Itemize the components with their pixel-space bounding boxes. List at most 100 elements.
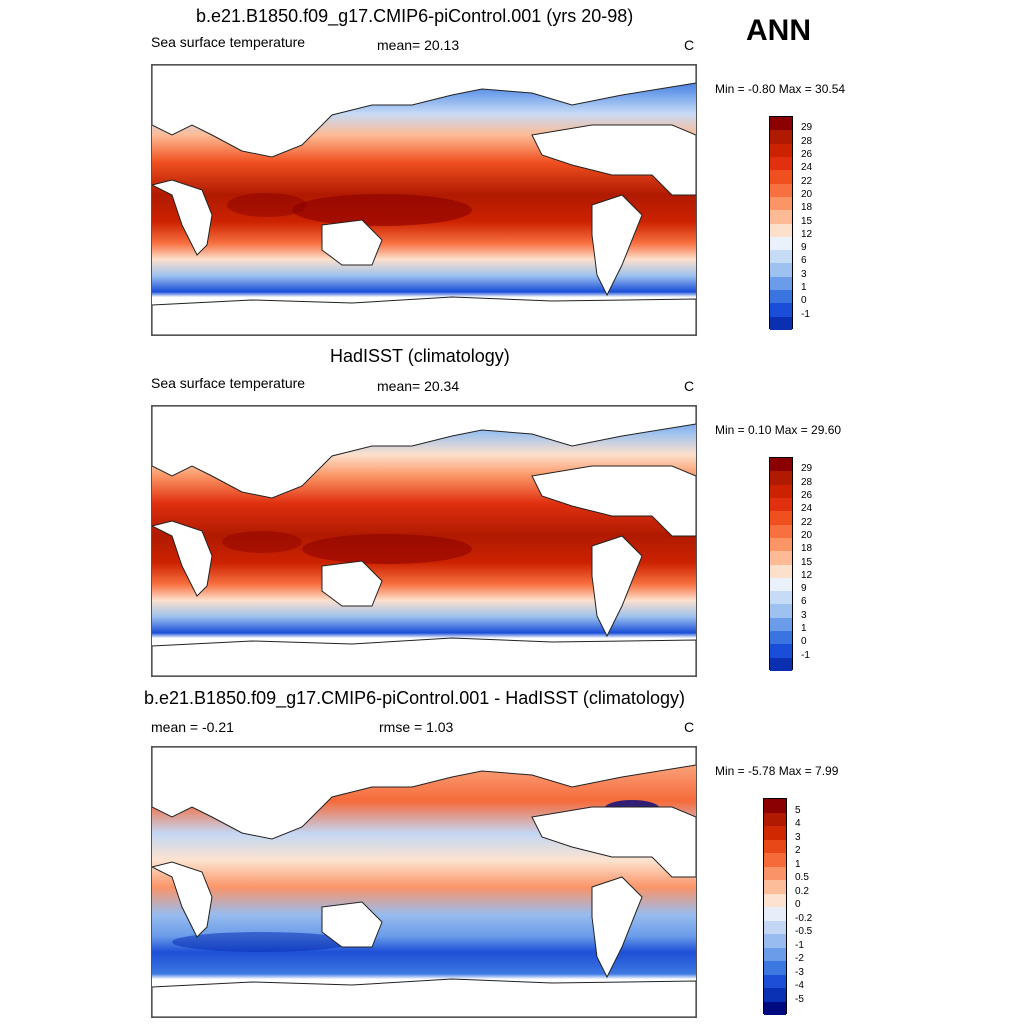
panel2-colorbar-label: 0 <box>801 636 807 648</box>
panel2-colorbar-segment <box>770 471 792 485</box>
panel3-colorbar-label: -2 <box>795 953 804 964</box>
panel1-colorbar-segment <box>770 117 792 131</box>
panel1-colorbar-segment <box>770 276 792 291</box>
panel2-mean-label: mean= 20.34 <box>377 378 460 394</box>
panel3-mean-label: mean = -0.21 <box>151 719 234 735</box>
panel1-colorbar-label: 22 <box>801 175 813 187</box>
panel3-northern-landmass <box>152 747 696 840</box>
panel3-colorbar-segment <box>764 934 786 948</box>
panel2-colorbar-segment <box>770 484 792 498</box>
panel3-units: C <box>684 719 695 735</box>
panel3-map <box>151 746 697 1018</box>
panel2-colorbar-label: 3 <box>801 609 807 621</box>
panel1-colorbar-segment <box>770 223 792 237</box>
panel1-minmax: Min = -0.80 Max = 30.54 <box>715 82 846 96</box>
panel1-colorbar-label: -1 <box>801 308 810 320</box>
panel3-colorbar-label: -4 <box>795 980 804 991</box>
panel1-colorbar-label: 1 <box>801 282 807 294</box>
panel2-colorbar-segment <box>770 497 792 512</box>
panel3-south-america <box>591 876 643 979</box>
panel1-colorbar-segment <box>770 196 792 211</box>
panel2-northern-landmass <box>152 406 696 499</box>
panel2-map <box>151 405 697 677</box>
panel1-colorbar-segment <box>770 303 792 317</box>
panel3-rmse-label: rmse = 1.03 <box>379 719 454 735</box>
panel3-colorbar-segment <box>764 961 786 975</box>
panel3-colorbar-label: -0.2 <box>795 912 813 924</box>
panel2-colorbar-label: 28 <box>801 476 813 488</box>
panel1-colorbar-label: 6 <box>801 255 807 267</box>
panel2-colorbar-segment <box>770 657 792 671</box>
panel1-colorbar-label: 15 <box>801 215 813 227</box>
panel3-colorbar-label: -5 <box>795 993 804 1005</box>
panel3-colorbar-label: -3 <box>795 966 804 978</box>
panel2-indian-warm <box>222 531 302 553</box>
panel2-australia <box>321 560 383 607</box>
panel1-australia <box>321 219 383 266</box>
panel2-colorbar-segment <box>770 511 792 525</box>
panel2-colorbar-segment <box>770 591 792 605</box>
panel3-colorbar-segment <box>764 799 786 813</box>
panel1-colorbar-segment <box>770 290 792 304</box>
panel1-colorbar-segment <box>770 130 792 144</box>
panel3-colorbar-label: 1 <box>795 858 801 870</box>
panel1-colorbar-segment <box>770 170 792 184</box>
panel2-colorbar-label: -1 <box>801 649 810 661</box>
panel3-title: b.e21.B1850.f09_g17.CMIP6-piControl.001 … <box>144 688 685 708</box>
panel1-continents <box>152 65 696 335</box>
panel2-colorbar-label: 15 <box>801 556 813 568</box>
panel3-colorbar-segment <box>764 826 786 840</box>
panel2-colorbar-segment <box>770 537 792 552</box>
panel1-colorbar-label: 20 <box>801 188 813 200</box>
panel1-colorbar-label: 26 <box>801 148 813 160</box>
panel1-map <box>151 64 697 336</box>
panel2-map-svg <box>152 406 696 676</box>
panel2-colorbar-segment <box>770 644 792 658</box>
panel3-colorbar-label: 3 <box>795 831 801 843</box>
panel1-northern-landmass <box>152 65 696 158</box>
panel1-left-label: Sea surface temperature <box>151 34 306 50</box>
panel1-mean-label: mean= 20.13 <box>377 37 460 53</box>
panel2-colorbar-segment <box>770 631 792 645</box>
panel3-colorbar-segment <box>764 866 786 880</box>
panel2-colorbar-label: 6 <box>801 596 807 608</box>
panel2-colorbar-label: 22 <box>801 516 813 528</box>
panel2-colorbar-label: 12 <box>801 569 813 581</box>
panel2-colorbar-label: 29 <box>801 463 813 475</box>
panel1-units: C <box>684 37 695 53</box>
panel1-colorbar-segment <box>770 263 792 277</box>
panel1-title: b.e21.B1850.f09_g17.CMIP6-piControl.001 … <box>196 6 634 26</box>
panel2-colorbar-label: 24 <box>801 503 813 515</box>
panel2-colorbar-label: 18 <box>801 543 813 555</box>
panel2-minmax: Min = 0.10 Max = 29.60 <box>715 423 842 437</box>
panel3-colorbar-label: 0 <box>795 899 801 910</box>
panel3-southern-ocean-bias <box>172 932 352 952</box>
panel1-colorbar-label: 29 <box>801 122 813 134</box>
panel1-colorbar-segment <box>770 156 792 171</box>
panel2-south-america <box>591 535 643 638</box>
season-label: ANN <box>746 14 811 47</box>
panel2-left-label: Sea surface temperature <box>151 375 306 391</box>
panel1-colorbar-segment <box>770 143 792 157</box>
panel1-colorbar-segment <box>770 316 792 330</box>
panel2-title: HadISST (climatology) <box>330 346 510 366</box>
panel3-colorbar-segment <box>764 880 786 894</box>
panel2-colorbar-label: 9 <box>801 583 807 595</box>
panel3-colorbar-segment <box>764 1001 786 1015</box>
panel2-colorbar-segment <box>770 617 792 632</box>
panel2-colorbar-segment <box>770 604 792 618</box>
panel3-colorbar-label: 2 <box>795 845 801 856</box>
panel3-colorbar-label: 5 <box>795 804 801 816</box>
panel3-colorbar-segment <box>764 907 786 921</box>
panel3-colorbar-label: 4 <box>795 818 801 829</box>
panel1-colorbar-label: 0 <box>801 295 807 307</box>
panel1-colorbar-segment <box>770 236 792 251</box>
panel2-colorbar-segment <box>770 458 792 472</box>
panel2-colorbar-box <box>769 457 793 671</box>
panel3-colorbar-segment <box>764 920 786 934</box>
panel1-map-svg <box>152 65 696 335</box>
panel3-colorbar-segment <box>764 893 786 907</box>
panel2-colorbar-segment <box>770 577 792 592</box>
panel3-colorbar-segment <box>764 974 786 988</box>
panel1-colorbar-box <box>769 116 793 330</box>
